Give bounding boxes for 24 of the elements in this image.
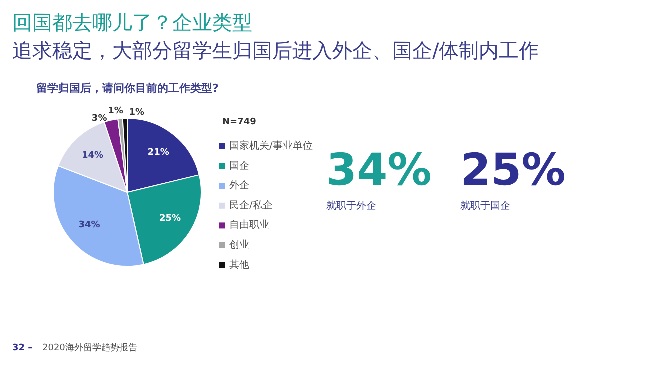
legend-label: 民企/私企	[230, 199, 273, 212]
text: 25%	[460, 145, 566, 196]
data-label: 14%	[82, 151, 104, 162]
legend-label: 自由职业	[230, 219, 270, 232]
data-label: 25%	[159, 214, 182, 224]
legend-label: 国家机关/事业单位	[230, 140, 313, 152]
text: 2020海外留学趋势报告	[42, 342, 138, 354]
text: N=749	[222, 118, 256, 128]
text: 32 –	[12, 344, 34, 354]
data-label: 34%	[78, 220, 100, 230]
legend-label: 外企	[230, 180, 250, 192]
data-label: 1%	[129, 108, 145, 118]
data-label: 1%	[108, 106, 124, 116]
legend-label: 国企	[230, 160, 250, 172]
legend-label: 其他	[230, 258, 250, 271]
chart-title: 回国都去哪儿了？企业类型	[12, 10, 252, 34]
text: 就职于外企	[326, 200, 376, 212]
chart-subtitle: 追求稳定，大部分留学生归国后进入外企、国企/体制内工作	[12, 38, 540, 62]
legend-label: 创业	[230, 239, 250, 251]
text: 留学归国后，请问你目前的工作类型?	[36, 82, 219, 95]
data-label: 3%	[92, 114, 108, 124]
data-label: 21%	[148, 148, 170, 158]
text: 就职于国企	[460, 200, 510, 212]
text: 34%	[326, 145, 432, 196]
